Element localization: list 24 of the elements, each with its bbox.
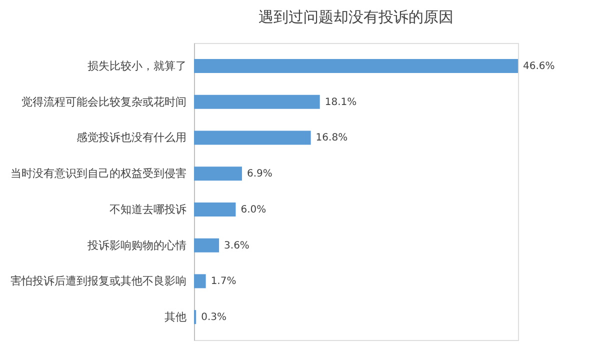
bar — [194, 58, 518, 73]
bar — [194, 202, 236, 216]
data-label: 0.3% — [201, 312, 226, 324]
data-label: 18.1% — [324, 96, 357, 108]
y-tick-label: 觉得流程可能会比较复杂或花时间 — [22, 95, 186, 108]
y-tick-label: 害怕投诉后遭到报复或其他不良影响 — [10, 274, 186, 288]
data-label: 16.8% — [316, 132, 348, 144]
bar — [194, 166, 242, 181]
bar — [194, 130, 311, 145]
data-label: 1.7% — [210, 276, 236, 288]
bar — [194, 274, 206, 288]
y-tick-label: 投诉影响购物的心情 — [86, 238, 186, 252]
bar — [194, 238, 220, 252]
y-tick-label: 感觉投诉也没有什么用 — [76, 131, 186, 144]
chart-title: 遇到过问题却没有投诉的原因 — [258, 8, 454, 26]
data-label: 3.6% — [224, 240, 250, 252]
data-label: 6.0% — [240, 204, 266, 216]
data-label: 46.6% — [523, 60, 555, 72]
y-tick-label: 不知道去哪投诉 — [110, 202, 186, 216]
y-tick-label: 当时没有意识到自己的权益受到侵害 — [10, 167, 186, 180]
bar — [194, 94, 320, 109]
y-tick-label: 其他 — [164, 310, 186, 324]
data-label: 6.9% — [246, 168, 272, 180]
y-tick-label: 损失比较小，就算了 — [88, 59, 186, 72]
